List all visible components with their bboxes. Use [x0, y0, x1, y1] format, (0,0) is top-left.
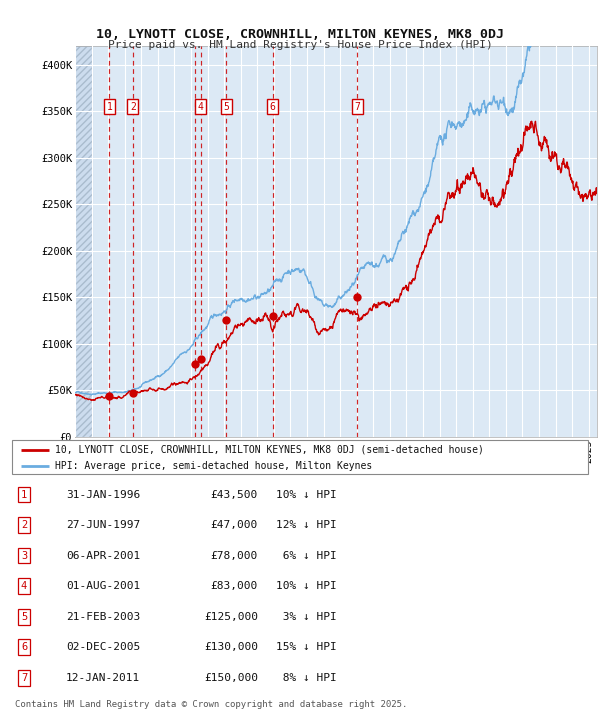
Text: 27-JUN-1997: 27-JUN-1997: [66, 520, 140, 530]
Text: £43,500: £43,500: [211, 489, 258, 500]
Text: 1: 1: [107, 102, 112, 111]
Text: 10, LYNOTT CLOSE, CROWNHILL, MILTON KEYNES, MK8 0DJ: 10, LYNOTT CLOSE, CROWNHILL, MILTON KEYN…: [96, 28, 504, 41]
Text: 3: 3: [21, 550, 27, 561]
Text: 5: 5: [21, 611, 27, 622]
Text: 6% ↓ HPI: 6% ↓ HPI: [276, 550, 337, 561]
Text: 5: 5: [224, 102, 229, 111]
Text: £125,000: £125,000: [204, 611, 258, 622]
Text: 2: 2: [130, 102, 136, 111]
FancyBboxPatch shape: [12, 440, 588, 474]
Text: 4: 4: [197, 102, 203, 111]
Text: 10% ↓ HPI: 10% ↓ HPI: [276, 489, 337, 500]
Text: 7: 7: [21, 672, 27, 683]
Text: 2: 2: [21, 520, 27, 530]
Bar: [75, 46, 92, 437]
Text: 6: 6: [21, 642, 27, 652]
Text: 8% ↓ HPI: 8% ↓ HPI: [276, 672, 337, 683]
Text: 21-FEB-2003: 21-FEB-2003: [66, 611, 140, 622]
Text: £150,000: £150,000: [204, 672, 258, 683]
Text: £47,000: £47,000: [211, 520, 258, 530]
Text: 3% ↓ HPI: 3% ↓ HPI: [276, 611, 337, 622]
Text: Price paid vs. HM Land Registry's House Price Index (HPI): Price paid vs. HM Land Registry's House …: [107, 40, 493, 50]
Text: 31-JAN-1996: 31-JAN-1996: [66, 489, 140, 500]
Text: 10% ↓ HPI: 10% ↓ HPI: [276, 581, 337, 591]
Text: 06-APR-2001: 06-APR-2001: [66, 550, 140, 561]
Text: 10, LYNOTT CLOSE, CROWNHILL, MILTON KEYNES, MK8 0DJ (semi-detached house): 10, LYNOTT CLOSE, CROWNHILL, MILTON KEYN…: [55, 444, 484, 454]
Text: £78,000: £78,000: [211, 550, 258, 561]
Text: Contains HM Land Registry data © Crown copyright and database right 2025.: Contains HM Land Registry data © Crown c…: [15, 700, 407, 709]
Text: £130,000: £130,000: [204, 642, 258, 652]
Text: 1: 1: [21, 489, 27, 500]
Text: 15% ↓ HPI: 15% ↓ HPI: [276, 642, 337, 652]
Text: 6: 6: [269, 102, 275, 111]
Text: 12% ↓ HPI: 12% ↓ HPI: [276, 520, 337, 530]
Text: 7: 7: [354, 102, 360, 111]
Text: £83,000: £83,000: [211, 581, 258, 591]
Text: 01-AUG-2001: 01-AUG-2001: [66, 581, 140, 591]
Text: HPI: Average price, semi-detached house, Milton Keynes: HPI: Average price, semi-detached house,…: [55, 461, 373, 471]
Text: 4: 4: [21, 581, 27, 591]
Text: 12-JAN-2011: 12-JAN-2011: [66, 672, 140, 683]
Text: 02-DEC-2005: 02-DEC-2005: [66, 642, 140, 652]
